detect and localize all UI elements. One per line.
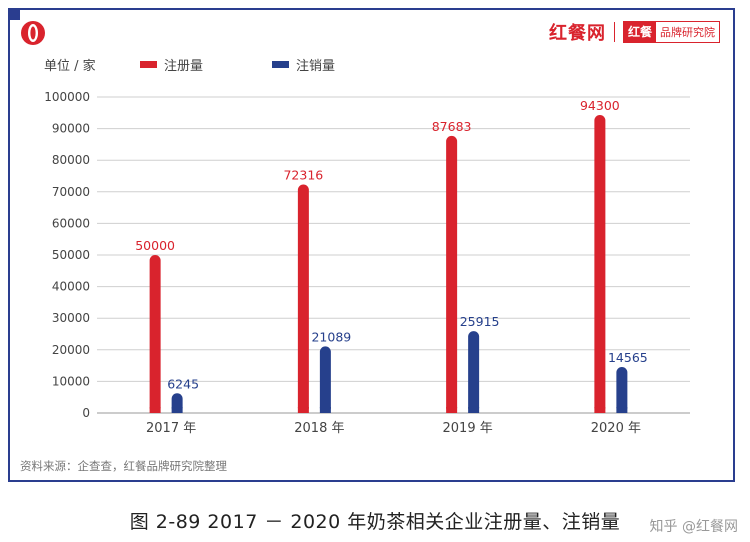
y-unit-label: 单位 / 家 (44, 58, 96, 74)
bar-0-3 (594, 115, 606, 414)
bar-base-1-0 (171, 407, 183, 413)
y-tick-label-3: 30000 (52, 311, 90, 325)
bar-base-1-1 (319, 407, 331, 413)
brand-badge-mark: 红餐 (623, 22, 656, 42)
bar-base-1-2 (468, 407, 480, 413)
y-tick-label-2: 20000 (52, 343, 90, 357)
y-tick-label-5: 50000 (52, 248, 90, 262)
y-tick-label-1: 10000 (52, 374, 90, 388)
brand-name: 红餐网 (548, 23, 606, 44)
x-tick-label-1: 2018 年 (294, 421, 344, 436)
bar-base-0-0 (149, 407, 161, 413)
y-tick-label-10: 100000 (44, 90, 90, 104)
brand-divider (613, 22, 615, 42)
data-label-0-2: 87683 (432, 119, 472, 134)
legend-label-1: 注销量 (296, 59, 335, 74)
bar-base-0-3 (594, 407, 606, 413)
data-label-0-3: 94300 (580, 98, 620, 113)
y-tick-label-8: 80000 (52, 153, 90, 167)
bar-base-1-3 (616, 407, 628, 413)
x-tick-label-0: 2017 年 (146, 421, 196, 436)
figure-caption: 图 2-89 2017 － 2020 年奶茶相关企业注册量、注销量 (129, 511, 621, 533)
y-tick-label-6: 60000 (52, 216, 90, 230)
source-note: 资料来源：企查查，红餐品牌研究院整理 (20, 459, 227, 473)
bar-base-0-2 (446, 407, 458, 413)
data-label-1-2: 25915 (460, 314, 500, 329)
bar-0-2 (446, 135, 458, 413)
brand-badge-text: 品牌研究院 (660, 26, 715, 39)
y-tick-label-0: 0 (82, 406, 90, 420)
brand-badge: 红餐 品牌研究院 (622, 21, 720, 43)
data-label-1-1: 21089 (311, 329, 351, 344)
bar-1-1 (319, 346, 331, 413)
y-tick-label-4: 40000 (52, 280, 90, 294)
corner-accent (8, 8, 20, 20)
x-tick-label-2: 2019 年 (443, 421, 493, 436)
y-tick-label-9: 90000 (52, 122, 90, 136)
brand-logo-icon (21, 21, 45, 45)
x-tick-label-3: 2020 年 (591, 421, 641, 436)
bar-base-0-1 (297, 407, 309, 413)
chart-frame (8, 8, 735, 482)
data-label-1-0: 6245 (167, 376, 199, 391)
bar-0-1 (297, 184, 309, 413)
y-tick-label-7: 70000 (52, 185, 90, 199)
legend-swatch-1 (272, 61, 289, 68)
legend-label-0: 注册量 (164, 59, 203, 74)
data-label-0-0: 50000 (135, 238, 175, 253)
watermark: 知乎 @红餐网 (649, 519, 738, 535)
bar-0-0 (149, 255, 161, 413)
data-label-1-3: 14565 (608, 350, 648, 365)
data-label-0-1: 72316 (283, 167, 323, 182)
legend-swatch-0 (140, 61, 157, 68)
bar-1-2 (468, 331, 480, 413)
brand-header: 红餐网 红餐 品牌研究院 (549, 20, 720, 44)
bar-1-3 (616, 366, 628, 413)
